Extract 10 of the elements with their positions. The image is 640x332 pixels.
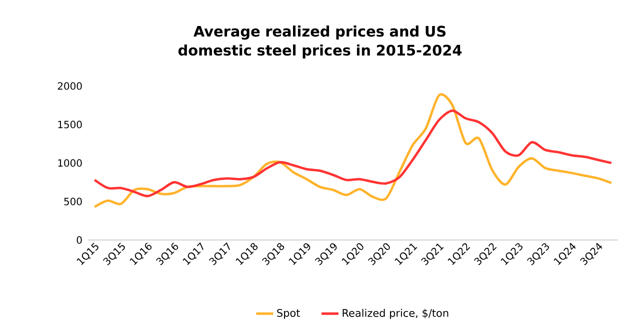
- y-tick-label: 1500: [58, 120, 82, 128]
- y-tick-label: 1000: [58, 159, 82, 167]
- legend-label: Realized price, $/ton: [342, 308, 448, 319]
- y-tick-label: 500: [64, 198, 82, 206]
- y-tick-label: 0: [76, 236, 82, 244]
- chart-title: Average realized prices and US domestic steel prices in 2015-2024: [178, 26, 462, 58]
- legend-label: Spot: [277, 308, 300, 319]
- line-series: [93, 94, 613, 208]
- line-series: [93, 109, 613, 198]
- y-tick-label: 2000: [58, 82, 82, 90]
